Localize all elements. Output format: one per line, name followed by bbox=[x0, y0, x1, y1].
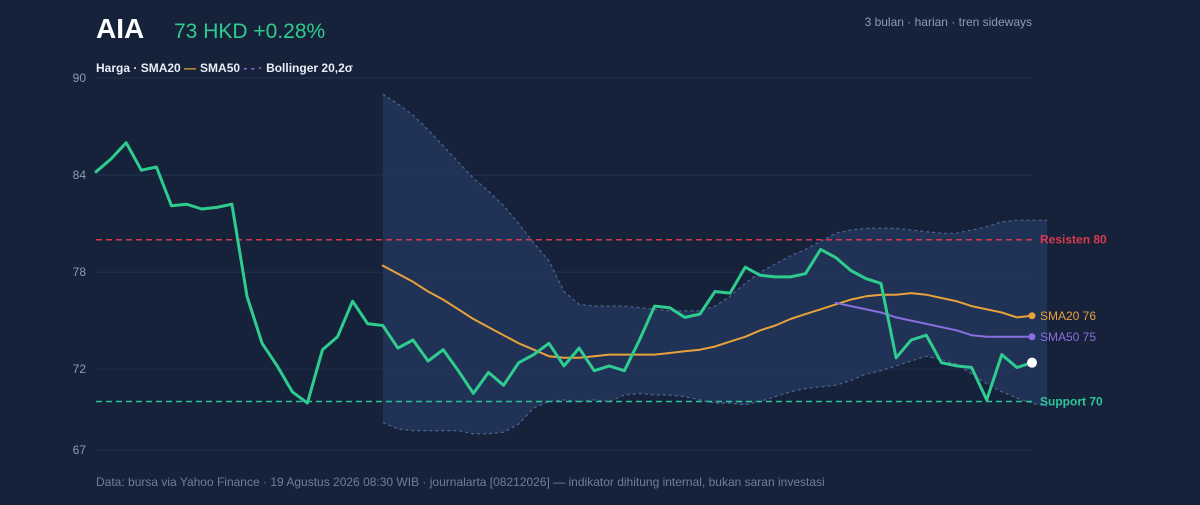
y-tick-label: 78 bbox=[73, 265, 87, 279]
sma50-end-label: SMA50 75 bbox=[1040, 330, 1096, 344]
legend: Harga · SMA20 — SMA50 - - · Bollinger 20,2… bbox=[96, 61, 353, 75]
price-line bbox=[94, 141, 1034, 405]
legend-harga: Harga · bbox=[96, 61, 141, 75]
chart-meta: 3 bulan · harian · tren sideways bbox=[865, 15, 1032, 29]
series-lines bbox=[94, 141, 1037, 405]
legend-bollinger: Bollinger 20,2σ bbox=[266, 61, 353, 75]
y-tick-label: 90 bbox=[73, 71, 87, 85]
y-tick-label: 84 bbox=[73, 168, 87, 182]
bollinger-band-area bbox=[382, 94, 1048, 434]
legend-sma50-swatch: - - · bbox=[243, 61, 262, 75]
y-tick-label: 67 bbox=[73, 443, 87, 457]
y-tick-label: 72 bbox=[73, 362, 87, 376]
footer-source: Data: bursa via Yahoo Finance · 19 Agust… bbox=[96, 475, 825, 489]
legend-sma20-swatch: — bbox=[184, 61, 196, 75]
support-label: Support 70 bbox=[1040, 394, 1103, 408]
bollinger-band bbox=[382, 93, 1048, 435]
ticker-title: AIA bbox=[96, 13, 144, 44]
bollinger-upper-line bbox=[382, 93, 1048, 312]
legend-sma20: SMA20 bbox=[141, 61, 184, 75]
sma20-end-label: SMA20 76 bbox=[1040, 309, 1096, 323]
end-labels: SMA20 76 SMA50 75 bbox=[1028, 309, 1096, 344]
legend-sma50: SMA50 bbox=[200, 61, 243, 75]
sma50-end-dot bbox=[1028, 333, 1036, 341]
sma50-line bbox=[834, 301, 1033, 338]
sma20-end-dot bbox=[1028, 312, 1036, 320]
price-quote: 73 HKD +0.28% bbox=[174, 20, 325, 43]
sma20-line bbox=[381, 264, 1033, 359]
level-lines: Resisten 80 Support 70 bbox=[96, 233, 1107, 408]
price-last-point bbox=[1027, 357, 1037, 368]
y-axis-ticks: 67 72 78 84 90 bbox=[73, 71, 87, 457]
resistance-label: Resisten 80 bbox=[1040, 233, 1107, 247]
